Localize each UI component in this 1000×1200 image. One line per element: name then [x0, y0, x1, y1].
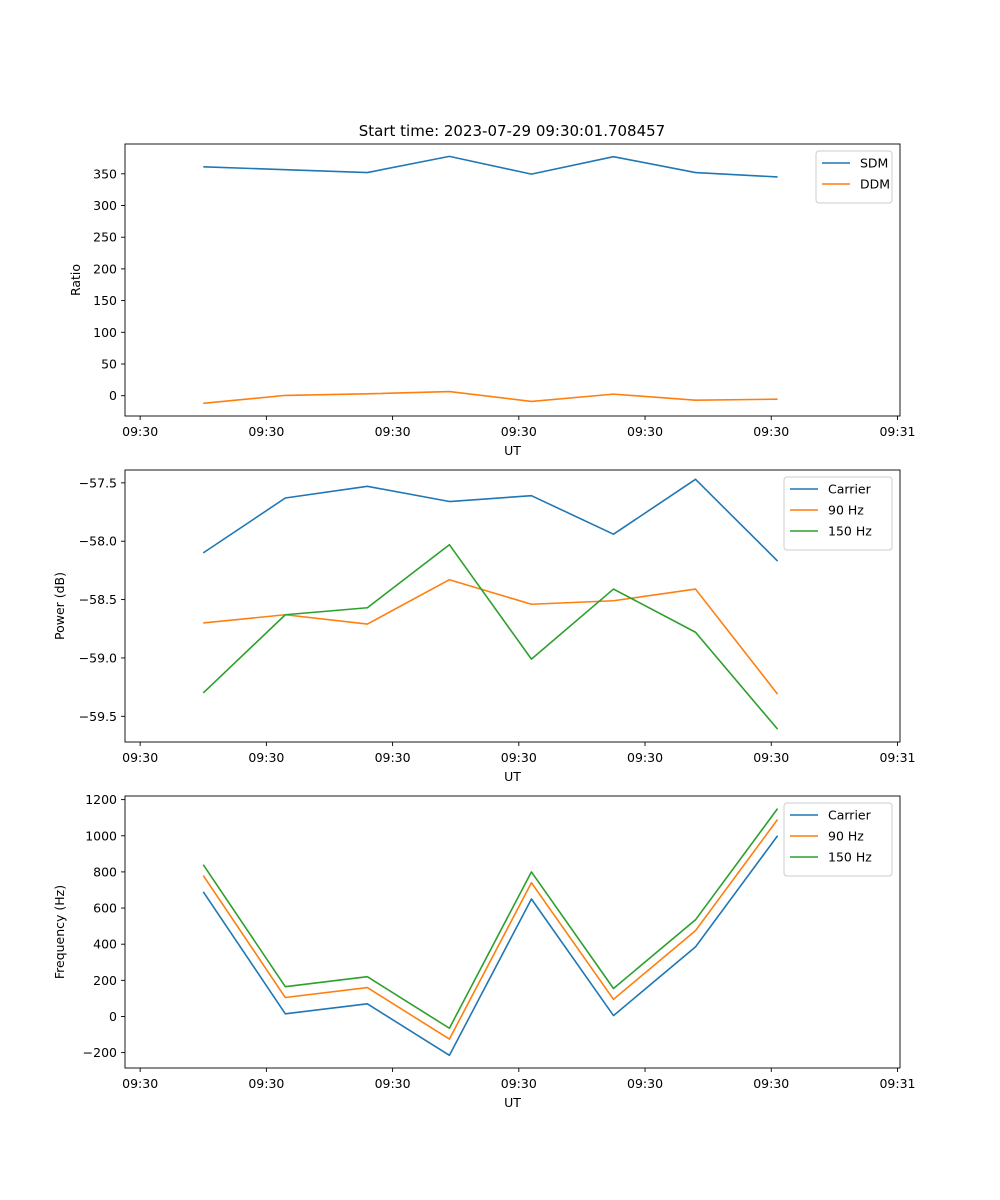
- y-tick-label: 250: [93, 230, 117, 245]
- y-tick-label: 1200: [85, 792, 117, 807]
- axes-frame: [124, 469, 901, 743]
- legend-label: 90 Hz: [828, 503, 864, 518]
- x-tick-label: 09:30: [627, 750, 663, 765]
- y-tick-label: 100: [93, 325, 117, 340]
- y-tick-label: 300: [93, 198, 117, 213]
- chart-frequency: 09:30 09:30 09:30 09:30 09:30 09:30 09:31 −200 0…: [52, 792, 915, 1110]
- x-tick-label: 09:30: [248, 424, 284, 439]
- series-line-sdm: [203, 155, 778, 178]
- chart-sdm-ddm: 09:30 09:30 09:30 09:30 09:30 09:30 09:31 0 50 10…: [68, 143, 915, 458]
- x-tick-label: 09:30: [375, 1076, 411, 1091]
- y-tick-label: −59.5: [79, 709, 117, 724]
- legend: Carrier 90 Hz 150 Hz: [783, 802, 893, 877]
- y-tick-label: −58.0: [79, 534, 117, 549]
- x-tick-label: 09:30: [627, 424, 663, 439]
- y-axis-label: Ratio: [68, 264, 83, 296]
- y-axis-label: Frequency (Hz): [52, 885, 67, 979]
- x-tick-label: 09:31: [879, 424, 915, 439]
- y-tick-label: 150: [93, 293, 117, 308]
- y-axis-label: Power (dB): [52, 572, 67, 640]
- series-line-carrier: [202, 835, 779, 1057]
- chart-power: 09:30 09:30 09:30 09:30 09:30 09:30 09:31 −59.5…: [52, 469, 915, 784]
- series-line-150-hz: [202, 543, 779, 730]
- x-tick-label: 09:30: [248, 750, 284, 765]
- y-tick-label: 200: [93, 973, 117, 988]
- series-line-90-hz: [202, 819, 779, 1040]
- legend: SDM DDM: [815, 150, 893, 204]
- x-tick-label: 09:30: [375, 424, 411, 439]
- legend-label: DDM: [860, 177, 890, 192]
- series-line-carrier: [202, 478, 779, 562]
- x-tick-label: 09:30: [753, 424, 789, 439]
- y-tick-label: 400: [93, 937, 117, 952]
- y-tick-label: −59.0: [79, 650, 117, 665]
- x-tick-label: 09:30: [122, 1076, 158, 1091]
- x-tick-label: 09:30: [375, 750, 411, 765]
- x-axis-label: UT: [504, 769, 521, 784]
- y-tick-label: 600: [93, 901, 117, 916]
- y-tick-label: 800: [93, 864, 117, 879]
- series-line-90-hz: [203, 578, 779, 695]
- x-tick-label: 09:30: [753, 1076, 789, 1091]
- y-tick-label: 200: [93, 261, 117, 276]
- y-tick-label: 1000: [85, 828, 117, 843]
- x-tick-label: 09:30: [501, 750, 537, 765]
- legend-label: 150 Hz: [828, 524, 872, 539]
- legend-label: Carrier: [828, 808, 872, 823]
- y-tick-label: −200: [83, 1045, 117, 1060]
- x-tick-label: 09:31: [879, 1076, 915, 1091]
- x-tick-label: 09:30: [248, 1076, 284, 1091]
- x-tick-label: 09:30: [753, 750, 789, 765]
- axes-frame: [124, 143, 901, 417]
- series-line-ddm: [203, 390, 778, 405]
- legend-box: [815, 150, 893, 204]
- legend-label: 150 Hz: [828, 850, 872, 865]
- legend-label: Carrier: [828, 482, 872, 497]
- x-axis-label: UT: [504, 1095, 521, 1110]
- x-tick-label: 09:30: [122, 750, 158, 765]
- y-tick-label: 0: [109, 1009, 117, 1024]
- y-tick-label: −58.5: [79, 592, 117, 607]
- legend-label: 90 Hz: [828, 829, 864, 844]
- y-tick-label: 0: [109, 388, 117, 403]
- x-axis-label: UT: [504, 443, 521, 458]
- series-line-150-hz: [202, 808, 779, 1030]
- legend: Carrier 90 Hz 150 Hz: [783, 476, 893, 551]
- y-tick-label: −57.5: [79, 475, 117, 490]
- x-tick-label: 09:30: [122, 424, 158, 439]
- figure-title: Start time: 2023-07-29 09:30:01.708457: [359, 122, 665, 140]
- x-tick-label: 09:30: [501, 424, 537, 439]
- x-tick-label: 09:30: [627, 1076, 663, 1091]
- y-tick-label: 350: [93, 166, 117, 181]
- x-tick-label: 09:31: [879, 750, 915, 765]
- y-tick-label: 50: [101, 357, 117, 372]
- x-tick-label: 09:30: [501, 1076, 537, 1091]
- legend-label: SDM: [860, 156, 888, 171]
- axes-frame: [124, 795, 901, 1069]
